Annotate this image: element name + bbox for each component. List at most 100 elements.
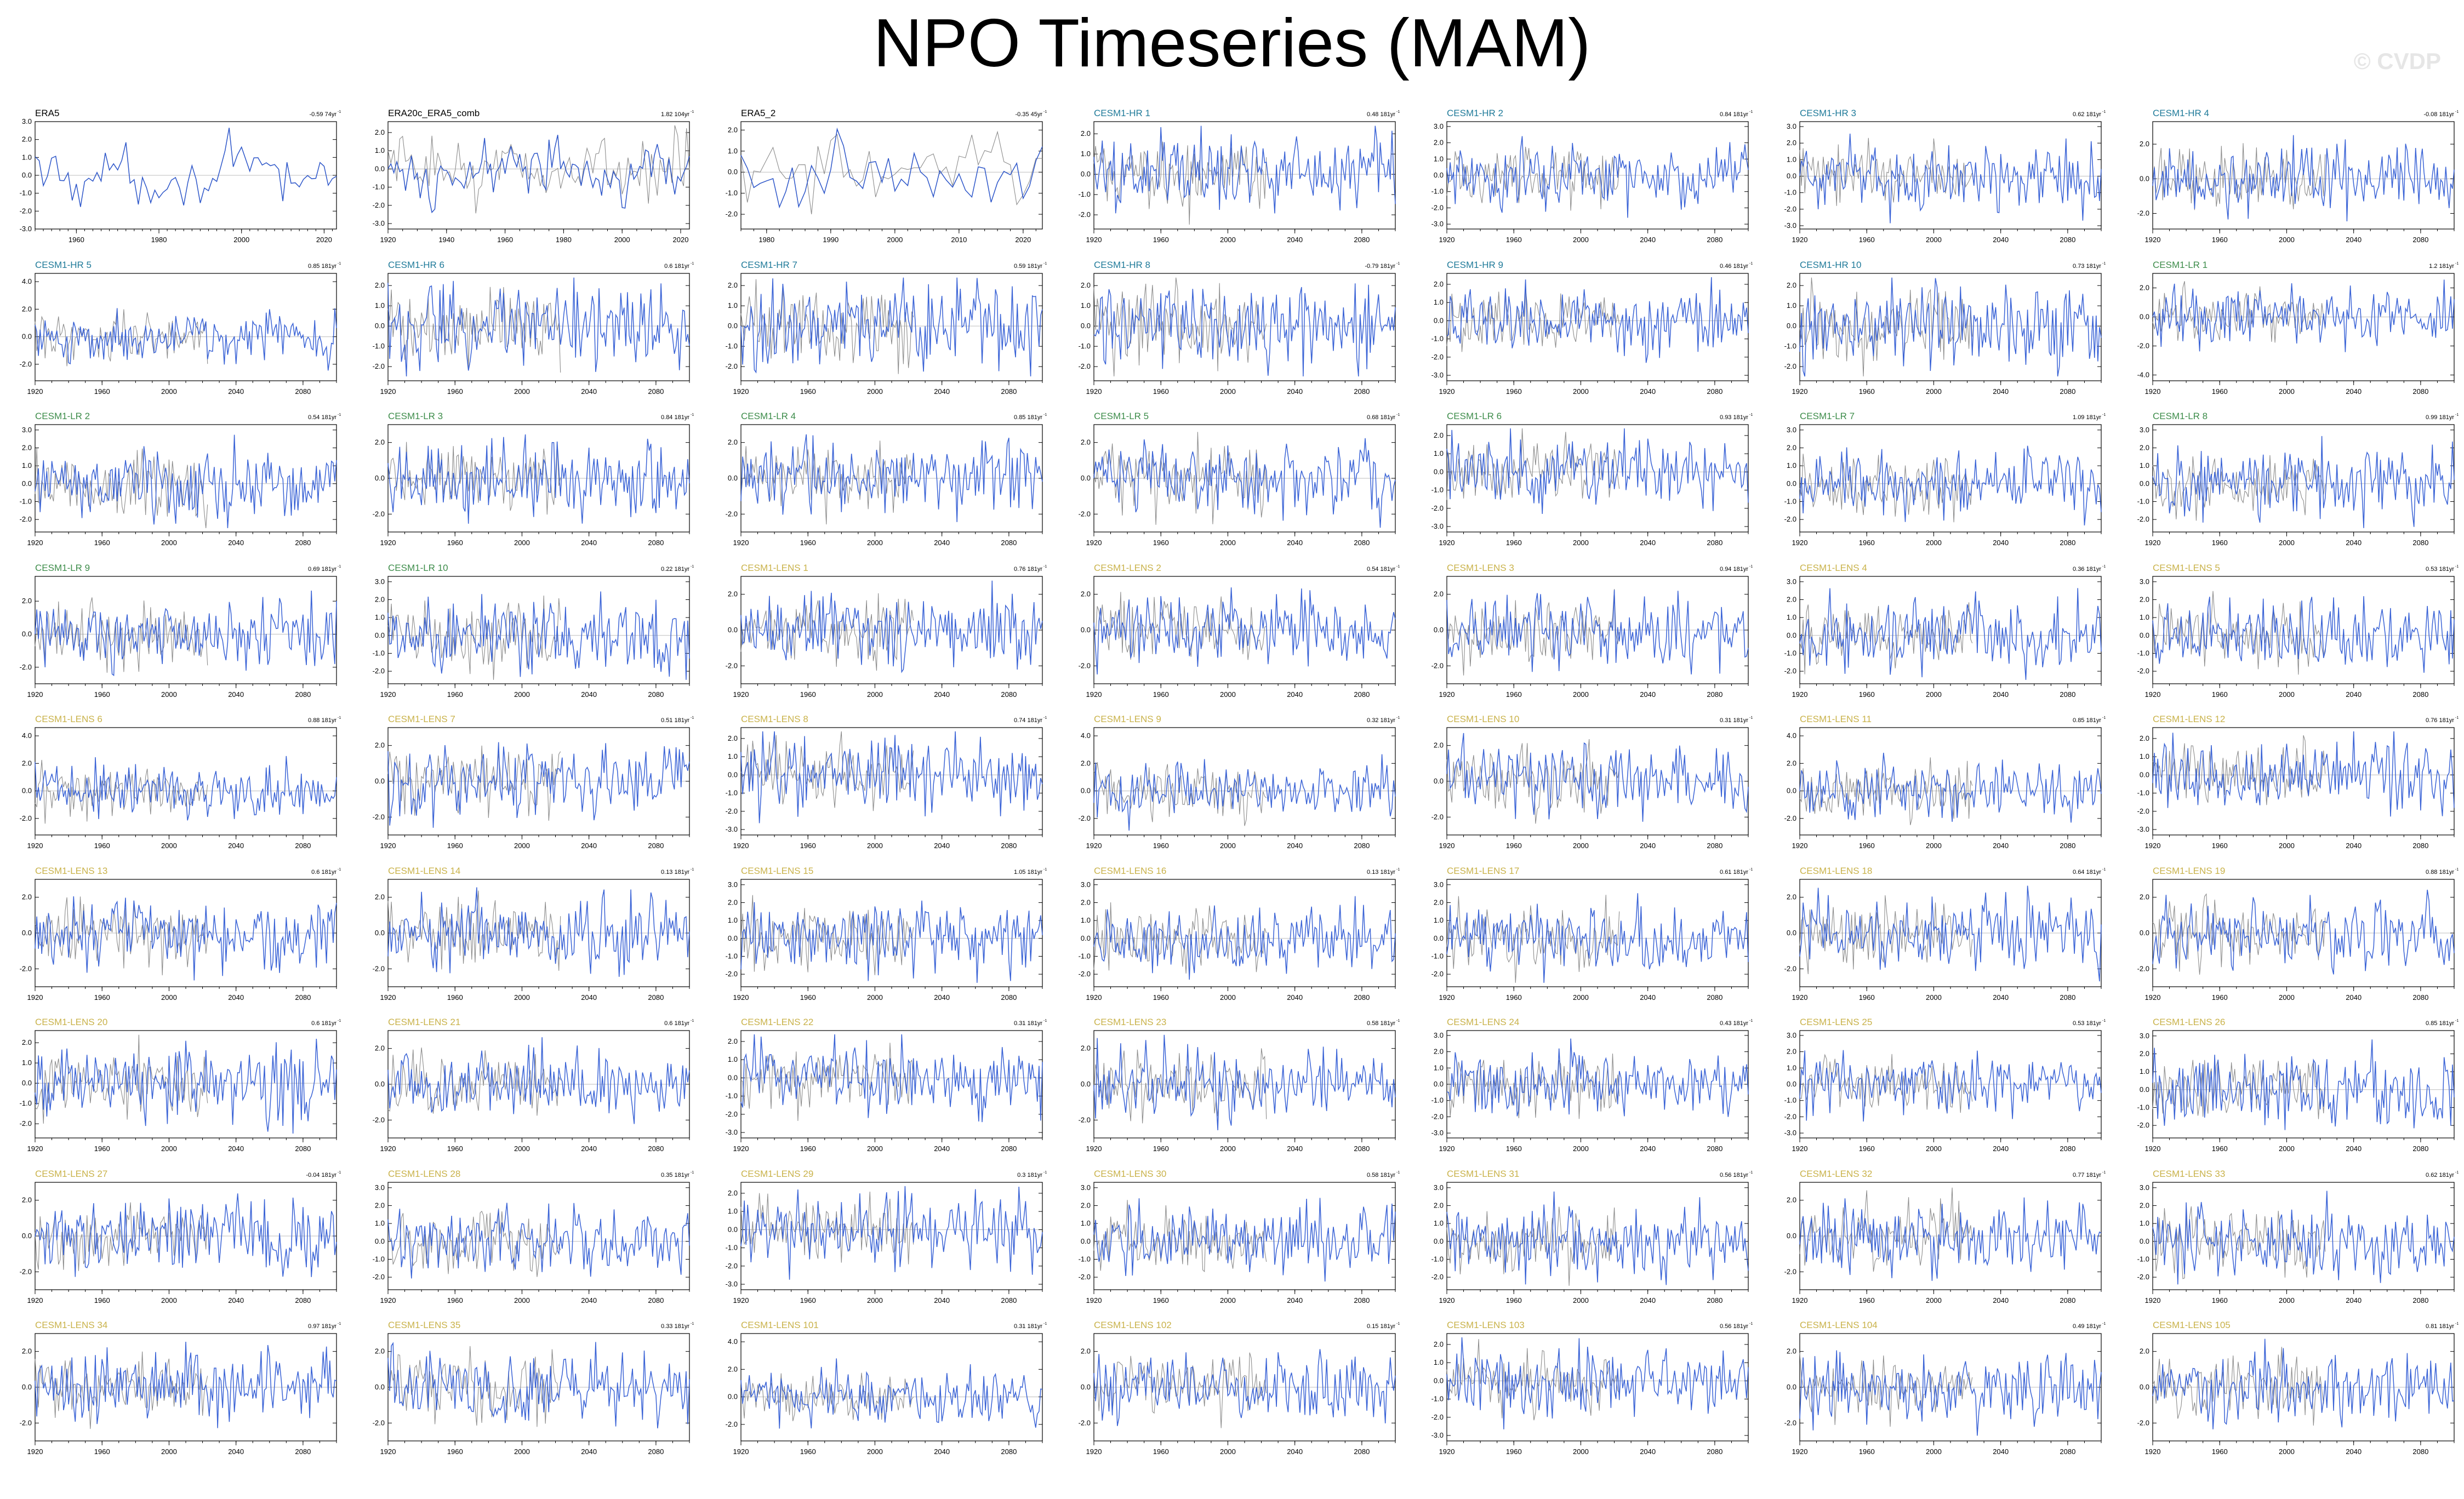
y-tick-label: 2.0 xyxy=(1081,759,1091,767)
y-tick-label: -2.0 xyxy=(1784,1418,1796,1427)
panel: CESM1-HR 10 0.73 181yr -1 2.0 1.0 0.0 -1.0 -2.0… xyxy=(1766,256,2106,398)
x-tick-label: 1960 xyxy=(800,842,816,850)
y-tick-label: -2.0 xyxy=(2137,1273,2149,1281)
y-tick-label: -3.0 xyxy=(373,219,385,227)
x-tick-label: 2080 xyxy=(648,1296,664,1305)
x-tick-label: 2040 xyxy=(2346,539,2362,547)
y-tick-label: 2.0 xyxy=(1434,1201,1444,1209)
trend-label: 0.74 181yr xyxy=(1014,717,1042,724)
trend-superscript: -1 xyxy=(2102,565,2106,569)
y-tick-label: 2.0 xyxy=(1081,1044,1091,1052)
x-tick-label: 1940 xyxy=(438,236,454,244)
chart-svg: CESM1-LENS 6 0.88 181yr -1 4.0 2.0 0.0 -2.0 192… xyxy=(20,714,341,850)
y-tick-label: 1.0 xyxy=(22,153,32,161)
x-tick-label: 2000 xyxy=(1220,1296,1236,1305)
x-tick-label: 2080 xyxy=(295,1296,311,1305)
x-tick-label: 1920 xyxy=(27,842,43,850)
series-line xyxy=(387,591,690,680)
x-tick-label: 2040 xyxy=(934,539,950,547)
y-tick-label: 2.0 xyxy=(375,281,385,289)
series-line xyxy=(1799,445,2102,526)
y-tick-label: 3.0 xyxy=(1434,880,1444,888)
y-tick-label: -2.0 xyxy=(373,510,385,518)
x-tick-label: 1960 xyxy=(447,993,463,1002)
x-tick-label: 2080 xyxy=(1707,1447,1722,1456)
y-tick-label: -2.0 xyxy=(20,662,32,671)
series-line xyxy=(35,896,337,981)
x-tick-label: 2040 xyxy=(1287,539,1303,547)
y-tick-label: 0.0 xyxy=(728,322,738,330)
series-line xyxy=(1446,136,1749,218)
series-line xyxy=(387,135,690,214)
y-tick-label: 2.0 xyxy=(2140,1347,2149,1355)
chart-svg: CESM1-HR 7 0.59 181yr -1 2.0 1.0 0.0 -1.0 -2.0 1… xyxy=(726,260,1047,396)
panel-title: CESM1-LENS 8 xyxy=(741,714,808,724)
x-tick-label: 2080 xyxy=(648,690,664,699)
y-tick-label: -3.0 xyxy=(1431,522,1444,530)
series-line xyxy=(1799,1197,2102,1281)
x-tick-label: 2000 xyxy=(1926,690,1942,699)
y-tick-label: -2.0 xyxy=(2137,807,2149,815)
series-line xyxy=(387,277,690,376)
trend-superscript: -1 xyxy=(1396,1322,1400,1326)
y-tick-label: -3.0 xyxy=(2137,825,2149,833)
trend-superscript: -1 xyxy=(691,262,694,266)
plot-frame xyxy=(1093,727,1396,836)
y-tick-label: 2.0 xyxy=(1787,443,1796,451)
x-tick-label: 2080 xyxy=(1001,993,1017,1002)
x-tick-label: 2080 xyxy=(1001,1447,1017,1456)
y-tick-label: -2.0 xyxy=(20,515,32,523)
y-tick-label: -2.0 xyxy=(726,661,738,670)
chart-svg: CESM1-LENS 25 0.53 181yr -1 3.0 2.0 1.0 0.0 -1.… xyxy=(1784,1017,2106,1153)
y-tick-label: 1.0 xyxy=(22,461,32,470)
panel-title: CESM1-LENS 26 xyxy=(2153,1017,2225,1027)
trend-superscript: -1 xyxy=(2102,1019,2106,1023)
series-line xyxy=(1093,125,1396,214)
chart-svg: CESM1-LR 10 0.22 181yr -1 3.0 2.0 1.0 0.0 -1.0 -… xyxy=(373,563,694,699)
y-tick-label: -2.0 xyxy=(20,1418,32,1427)
panel-title: CESM1-LENS 27 xyxy=(35,1169,107,1179)
x-tick-label: 2080 xyxy=(1001,387,1017,396)
x-tick-label: 2040 xyxy=(1993,236,2009,244)
x-tick-label: 1960 xyxy=(1506,690,1522,699)
x-tick-label: 1920 xyxy=(27,690,43,699)
series-line xyxy=(35,590,337,676)
x-tick-label: 2040 xyxy=(2346,993,2362,1002)
obs-reference-line xyxy=(387,890,561,971)
y-tick-label: 3.0 xyxy=(1434,1031,1444,1039)
x-tick-label: 2040 xyxy=(228,993,244,1002)
series-line xyxy=(1799,752,2102,823)
x-tick-label: 1920 xyxy=(1439,993,1455,1002)
chart-svg: CESM1-LENS 23 0.58 181yr -1 2.0 0.0 -2.0 1920 1… xyxy=(1079,1017,1400,1153)
x-tick-label: 2080 xyxy=(2060,1447,2075,1456)
series-line xyxy=(1446,733,1749,822)
x-tick-label: 1920 xyxy=(733,993,749,1002)
y-tick-label: -2.0 xyxy=(1431,661,1444,670)
x-tick-label: 2040 xyxy=(934,842,950,850)
panel: CESM1-LENS 27 -0.04 181yr -1 2.0 0.0 -2.0 1920… xyxy=(1,1165,341,1307)
y-tick-label: 2.0 xyxy=(728,1037,738,1045)
y-tick-label: 2.0 xyxy=(1081,898,1091,906)
panel-title: ERA5 xyxy=(35,108,59,118)
y-tick-label: 2.0 xyxy=(728,590,738,598)
y-tick-label: -2.0 xyxy=(2137,209,2149,218)
y-tick-label: -2.0 xyxy=(1431,352,1444,361)
x-tick-label: 1920 xyxy=(2145,690,2161,699)
panel: CESM1-LENS 15 1.05 181yr -1 3.0 2.0 1.0 0.0 -1.… xyxy=(707,862,1047,1004)
y-tick-label: 0.0 xyxy=(728,168,738,176)
y-tick-label: 2.0 xyxy=(1434,139,1444,147)
trend-superscript: -1 xyxy=(1749,413,1753,417)
panel-title: CESM1-HR 5 xyxy=(35,260,92,270)
x-tick-label: 1960 xyxy=(94,1447,110,1456)
chart-svg: CESM1-LENS 102 0.15 181yr -1 2.0 0.0 -2.0 1920… xyxy=(1079,1320,1400,1456)
chart-svg: CESM1-LENS 35 0.33 181yr -1 2.0 0.0 -2.0 1920 1… xyxy=(373,1320,694,1456)
panel: CESM1-LENS 34 0.97 181yr -1 2.0 0.0 -2.0 1920 1… xyxy=(1,1316,341,1458)
x-tick-label: 1980 xyxy=(758,236,774,244)
y-tick-label: -1.0 xyxy=(1431,1255,1444,1263)
trend-superscript: -1 xyxy=(338,868,341,872)
y-tick-label: 1.0 xyxy=(1081,916,1091,924)
panel-title: CESM1-LENS 105 xyxy=(2153,1320,2231,1330)
trend-label: 0.77 181yr xyxy=(2073,1172,2101,1178)
x-tick-label: 2080 xyxy=(2412,690,2428,699)
x-tick-label: 1960 xyxy=(2212,842,2228,850)
